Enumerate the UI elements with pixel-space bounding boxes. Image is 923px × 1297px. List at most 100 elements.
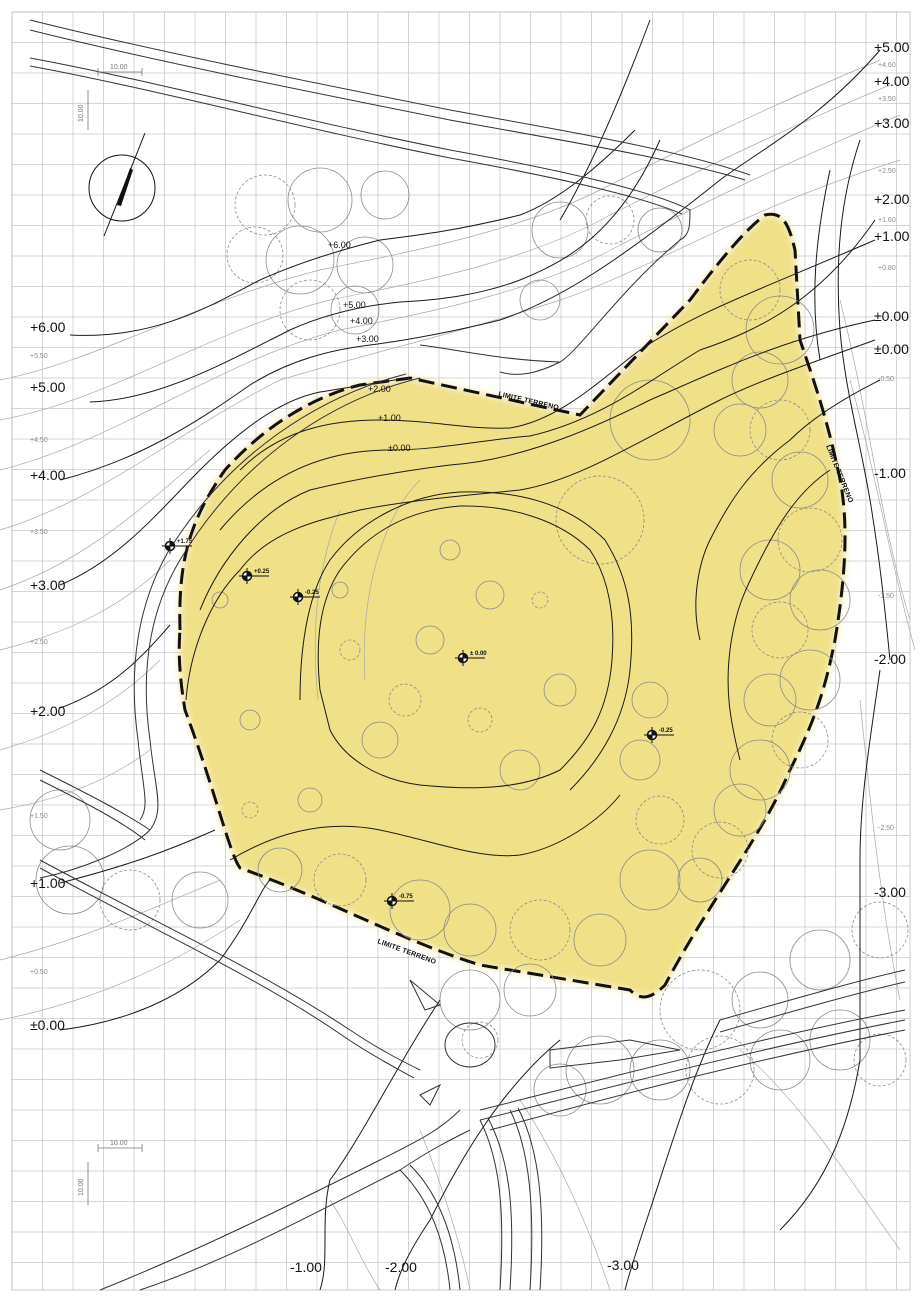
- svg-text:10.00: 10.00: [110, 64, 128, 71]
- svg-text:+4.00: +4.00: [350, 316, 373, 326]
- tree-canopy: [685, 1035, 755, 1105]
- tree-canopy: [749, 1029, 811, 1091]
- tree-canopy-group: [29, 167, 909, 1117]
- spot-level-label: -0.25: [305, 590, 319, 596]
- tree-canopy: [509, 899, 571, 961]
- svg-text:-0.50: -0.50: [878, 376, 894, 383]
- tree-canopy: [287, 167, 353, 233]
- svg-text:+1.50: +1.50: [30, 813, 48, 820]
- tree-canopy: [609, 379, 691, 461]
- svg-text:+6.00: +6.00: [328, 240, 351, 250]
- tree-canopy: [443, 903, 497, 957]
- tree-canopy: [731, 971, 789, 1029]
- svg-text:+5.00: +5.00: [874, 39, 910, 55]
- tree-canopy: [555, 475, 645, 565]
- spot-level-label: -0.75: [399, 894, 413, 900]
- tree-canopy: [461, 1021, 499, 1059]
- svg-text:+6.00: +6.00: [30, 319, 66, 335]
- tree-canopy: [439, 539, 461, 561]
- svg-text:+5.00: +5.00: [343, 300, 366, 310]
- spot-level-marker: -0.75: [384, 893, 414, 909]
- svg-text:+3.50: +3.50: [30, 529, 48, 536]
- svg-text:+1.00: +1.00: [30, 875, 66, 891]
- svg-text:+5.00: +5.00: [30, 379, 66, 395]
- spot-level-markers: +1.75 +0.25 -0.25 ± 0.00 -0.25 -0.75: [162, 538, 674, 909]
- tree-canopy: [503, 963, 557, 1017]
- svg-text:10.00: 10.00: [110, 1140, 128, 1147]
- tree-canopy: [313, 853, 367, 907]
- tree-canopy: [467, 707, 493, 733]
- tree-canopy: [565, 1035, 635, 1105]
- tree-canopy: [297, 787, 323, 813]
- tree-canopy: [789, 569, 851, 631]
- tree-canopy: [635, 795, 685, 845]
- tree-canopy: [713, 403, 767, 457]
- svg-text:10.00: 10.00: [78, 1178, 85, 1196]
- svg-text:-1.50: -1.50: [878, 593, 894, 600]
- tree-canopy: [388, 683, 422, 717]
- svg-text:+3.00: +3.00: [874, 115, 910, 131]
- svg-text:+5.50: +5.50: [30, 353, 48, 360]
- tree-canopy: [171, 871, 229, 929]
- svg-text:+3.00: +3.00: [30, 577, 66, 593]
- faint-topography: [0, 59, 916, 1291]
- tree-canopy: [729, 739, 791, 801]
- tree-canopy: [691, 821, 749, 879]
- contour-lines: [59, 19, 891, 1291]
- tree-canopy: [499, 749, 541, 791]
- svg-text:+2.00: +2.00: [368, 384, 391, 394]
- tree-canopy: [415, 625, 445, 655]
- tree-canopy: [389, 879, 451, 941]
- tree-canopy: [519, 279, 561, 321]
- svg-text:+2.50: +2.50: [878, 168, 896, 175]
- svg-text:+4.00: +4.00: [874, 73, 910, 89]
- tree-canopy: [29, 789, 91, 851]
- grid-dimension-bottom: 10.00 10.00: [78, 1140, 143, 1205]
- left-contour-labels: +6.00 +5.50 +5.00 +4.50 +4.00 +3.50 +3.0…: [30, 319, 66, 1033]
- spot-level-label: +1.75: [177, 539, 193, 545]
- tree-canopy: [531, 591, 549, 609]
- tree-canopy: [573, 913, 627, 967]
- svg-text:+1.00: +1.00: [874, 228, 910, 244]
- tree-canopy: [789, 929, 851, 991]
- tree-canopy: [851, 901, 909, 959]
- tree-canopy: [234, 174, 296, 236]
- tree-canopy: [241, 801, 259, 819]
- spot-level-label: -0.25: [659, 728, 673, 734]
- tree-canopy: [99, 869, 161, 931]
- spot-level-marker: -0.25: [290, 589, 320, 605]
- tree-canopy: [475, 580, 505, 610]
- tree-canopy: [771, 451, 829, 509]
- tree-canopy: [361, 721, 399, 759]
- tree-canopy: [779, 649, 841, 711]
- right-contour-labels: +5.00 +4.60 +4.00 +3.50 +3.00 +2.50 +2.0…: [874, 39, 910, 900]
- tree-canopy: [533, 1063, 587, 1117]
- tree-canopy: [853, 1033, 907, 1087]
- svg-text:+2.00: +2.00: [30, 703, 66, 719]
- svg-text:-3.00: -3.00: [874, 884, 906, 900]
- spot-level-marker: +0.25: [239, 568, 270, 584]
- tree-canopy: [677, 857, 723, 903]
- tree-canopy: [619, 739, 661, 781]
- svg-text:±0.00: ±0.00: [30, 1017, 65, 1033]
- svg-text:+4.50: +4.50: [30, 437, 48, 444]
- tree-canopy: [743, 673, 797, 727]
- tree-canopy: [629, 1039, 691, 1101]
- spot-level-marker: ± 0.00: [455, 650, 487, 666]
- tree-canopy: [745, 295, 815, 365]
- tree-canopy: [543, 673, 577, 707]
- tree-canopy: [751, 601, 809, 659]
- tree-canopy: [713, 783, 767, 837]
- road-lines: [29, 19, 906, 1291]
- tree-canopy: [719, 259, 781, 321]
- svg-text:-2.00: -2.00: [385, 1259, 417, 1275]
- tree-canopy: [531, 201, 589, 259]
- svg-text:+0.80: +0.80: [878, 265, 896, 272]
- svg-text:-2.50: -2.50: [878, 825, 894, 832]
- tree-canopy: [257, 847, 303, 893]
- svg-text:+3.00: +3.00: [356, 334, 379, 344]
- svg-text:10.00: 10.00: [78, 104, 85, 122]
- tree-canopy: [330, 285, 380, 335]
- tree-canopy: [619, 849, 681, 911]
